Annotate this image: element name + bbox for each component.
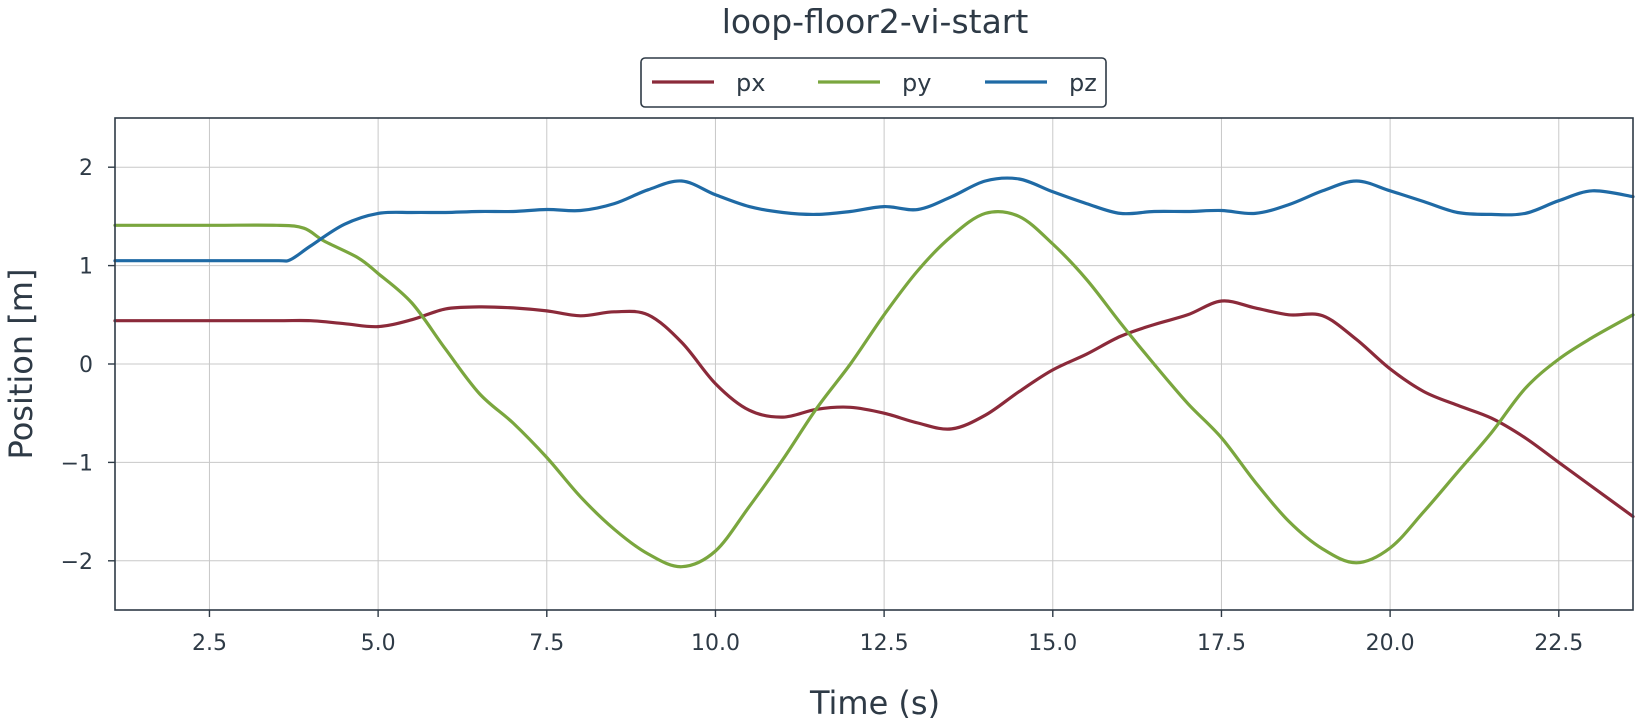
legend-label-pz: pz bbox=[1069, 69, 1097, 97]
x-tick-label: 20.0 bbox=[1366, 631, 1415, 656]
x-axis-title: Time (s) bbox=[809, 684, 940, 722]
y-tick-label: −2 bbox=[61, 550, 93, 575]
chart-title: loop-floor2-vi-start bbox=[722, 2, 1029, 41]
y-tick-label: 0 bbox=[79, 353, 93, 378]
legend-label-py: py bbox=[902, 69, 931, 97]
x-tick-label: 5.0 bbox=[361, 631, 396, 656]
x-tick-label: 17.5 bbox=[1197, 631, 1246, 656]
series-line-py bbox=[113, 209, 1635, 569]
x-axis: 2.5 5.0 7.5 10.0 12.5 15.0 17.5 20.0 22.5 bbox=[192, 610, 1583, 656]
series-line-px bbox=[113, 299, 1635, 519]
series-layer bbox=[113, 176, 1635, 569]
grid bbox=[115, 118, 1633, 610]
x-tick-label: 7.5 bbox=[529, 631, 564, 656]
y-axis: 2 1 0 −1 −2 bbox=[61, 156, 115, 575]
x-tick-label: 15.0 bbox=[1028, 631, 1077, 656]
legend: px py pz bbox=[640, 57, 1107, 108]
x-tick-label: 22.5 bbox=[1534, 631, 1583, 656]
x-tick-label: 2.5 bbox=[192, 631, 227, 656]
legend-label-px: px bbox=[736, 69, 765, 97]
series-line-pz bbox=[113, 176, 1635, 263]
y-axis-title: Position [m] bbox=[2, 269, 40, 460]
y-tick-label: −1 bbox=[61, 451, 93, 476]
x-tick-label: 12.5 bbox=[860, 631, 909, 656]
y-tick-label: 1 bbox=[79, 255, 93, 280]
y-tick-label: 2 bbox=[79, 156, 93, 181]
x-tick-label: 10.0 bbox=[691, 631, 740, 656]
